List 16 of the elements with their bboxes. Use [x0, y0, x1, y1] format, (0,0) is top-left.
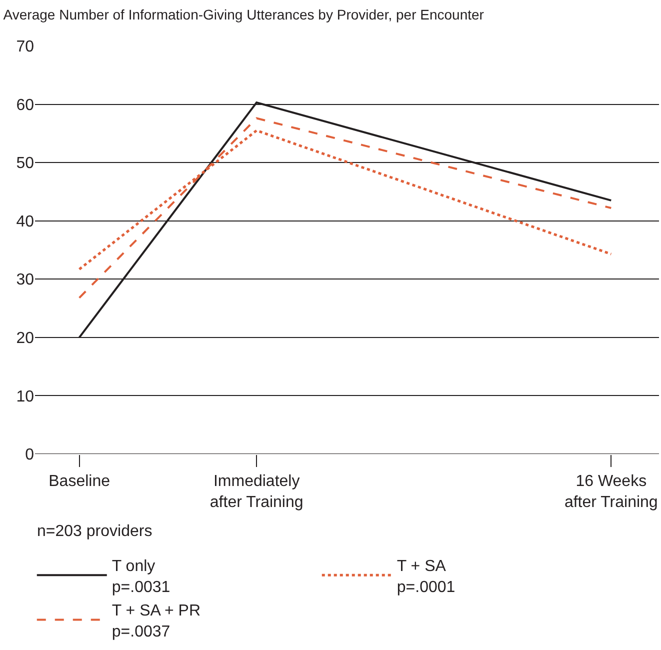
legend-label: T + SA + PR p=.0037 [112, 602, 201, 640]
y-tick-label: 50 [16, 155, 34, 172]
text: n=203 providers [37, 523, 152, 540]
y-tick-label: 40 [16, 213, 34, 230]
y-tick-label: 20 [16, 330, 34, 348]
y-tick-label: 0 [25, 446, 34, 464]
x-tick-label: Baseline [48, 473, 110, 490]
y-tick-label: 10 [16, 388, 34, 406]
x-tick-label: 16 Weeks after Training [564, 473, 658, 511]
legend-label: T only p=.0031 [112, 558, 170, 596]
chart-title: Average Number of Information-Giving Utterances by Provider, per Encounter [3, 6, 484, 23]
y-tick-label: 60 [16, 96, 34, 114]
x-tick-label: Immediately after Training [210, 473, 304, 511]
y-tick-label: 70 [16, 38, 34, 56]
y-tick-label: 30 [16, 272, 34, 289]
legend-label: T + SA p=.0001 [396, 558, 456, 596]
